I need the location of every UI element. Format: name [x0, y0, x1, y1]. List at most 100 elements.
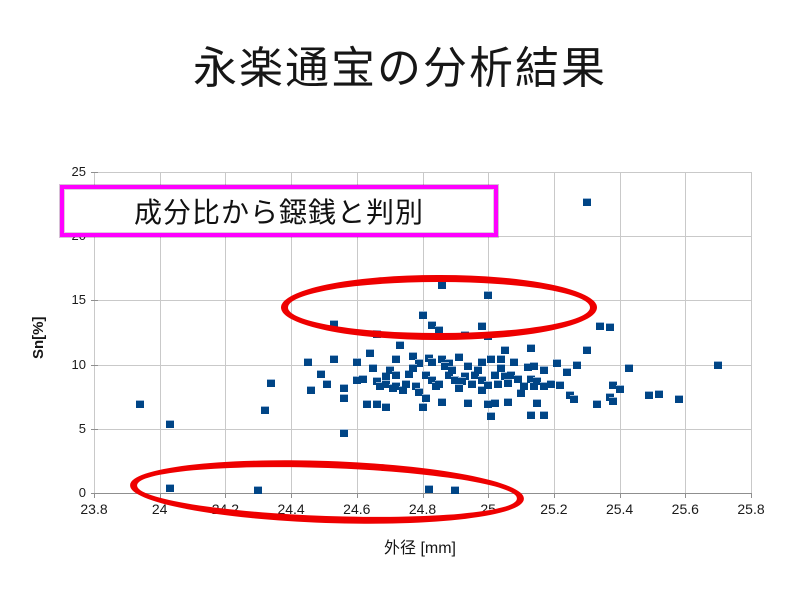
data-point: [484, 400, 493, 409]
data-point: [415, 387, 424, 396]
data-point: [267, 378, 276, 387]
lower-group-circle-annotation: [129, 454, 526, 530]
x-tick-label: 25: [480, 501, 496, 517]
data-point: [592, 400, 601, 409]
data-point: [533, 377, 542, 386]
x-gridline: [159, 172, 161, 493]
x-tick-mark: [488, 493, 490, 498]
data-point: [425, 485, 434, 494]
data-point: [385, 365, 394, 374]
y-tick-label: 25: [71, 164, 86, 179]
callout-box[interactable]: 成分比から鐚銭と判別: [60, 185, 498, 237]
data-point: [454, 383, 463, 392]
data-point: [503, 397, 512, 406]
data-point: [451, 376, 460, 384]
y-tick-label: 15: [71, 292, 86, 308]
data-point: [382, 372, 391, 381]
data-point: [572, 360, 581, 369]
x-gridline: [751, 172, 752, 493]
data-point: [595, 322, 604, 331]
data-point: [329, 319, 338, 328]
data-point: [441, 361, 450, 370]
data-point: [165, 483, 174, 492]
data-point: [674, 395, 683, 404]
y-gridline: [94, 172, 751, 173]
data-point: [365, 349, 374, 358]
data-point: [464, 361, 473, 370]
data-point: [382, 402, 391, 411]
data-point: [421, 370, 430, 379]
data-point: [484, 332, 493, 341]
data-point: [392, 370, 401, 379]
data-point: [352, 358, 361, 367]
x-gridline: [619, 172, 621, 493]
data-point: [540, 365, 549, 374]
x-axis-title: 外径 [mm]: [384, 540, 456, 557]
x-tick-mark: [94, 493, 95, 498]
data-point: [497, 364, 506, 373]
data-point: [362, 400, 371, 409]
data-point: [513, 374, 522, 383]
data-point: [434, 325, 443, 334]
data-point: [477, 358, 486, 367]
x-tick-mark: [553, 493, 555, 498]
data-point: [487, 411, 496, 420]
data-point: [329, 355, 338, 364]
data-point: [569, 395, 578, 404]
data-point: [451, 486, 460, 495]
data-point: [408, 351, 417, 360]
x-tick-mark: [291, 493, 293, 498]
data-point: [395, 341, 404, 350]
data-point: [467, 379, 476, 388]
data-point: [411, 382, 420, 391]
data-point: [303, 358, 312, 367]
data-point: [714, 360, 723, 369]
x-gridline: [553, 172, 555, 493]
data-point: [484, 291, 493, 300]
y-tick-mark: [91, 300, 98, 302]
y-tick-mark: [91, 364, 98, 366]
data-point: [503, 378, 512, 387]
x-tick-mark: [751, 493, 752, 498]
data-point: [520, 382, 529, 391]
data-point: [454, 352, 463, 361]
data-point: [428, 320, 437, 329]
x-gridline: [291, 172, 293, 493]
y-axis-title: Sn[%]: [30, 316, 47, 360]
data-point: [477, 322, 486, 331]
x-tick-mark: [422, 493, 424, 498]
x-tick-label: 23.8: [80, 501, 108, 517]
data-point: [352, 376, 361, 384]
data-point: [477, 386, 486, 395]
x-tick-mark: [685, 493, 687, 498]
x-tick-label: 24: [151, 501, 168, 517]
data-point: [339, 393, 348, 402]
data-point: [471, 370, 480, 379]
data-point: [490, 399, 499, 408]
data-point: [316, 369, 325, 378]
data-point: [260, 405, 269, 414]
data-point: [375, 382, 384, 391]
x-gridline: [422, 172, 424, 493]
data-point: [615, 384, 624, 393]
x-gridline: [356, 172, 358, 493]
slide-title[interactable]: 永楽通宝の分析結果: [193, 44, 607, 93]
data-point: [582, 346, 591, 355]
data-point: [556, 381, 565, 390]
data-point: [530, 382, 539, 391]
data-point: [487, 355, 496, 364]
x-tick-mark: [159, 493, 161, 498]
data-point: [254, 486, 263, 495]
x-gridline: [685, 172, 687, 493]
data-point: [582, 197, 591, 206]
x-tick-label: 25.2: [540, 501, 568, 517]
data-point: [306, 386, 315, 395]
y-gridline: [94, 300, 751, 302]
data-point: [510, 358, 519, 367]
data-point: [540, 382, 549, 391]
data-point: [457, 377, 466, 386]
data-point: [461, 331, 470, 340]
data-point: [372, 400, 381, 409]
